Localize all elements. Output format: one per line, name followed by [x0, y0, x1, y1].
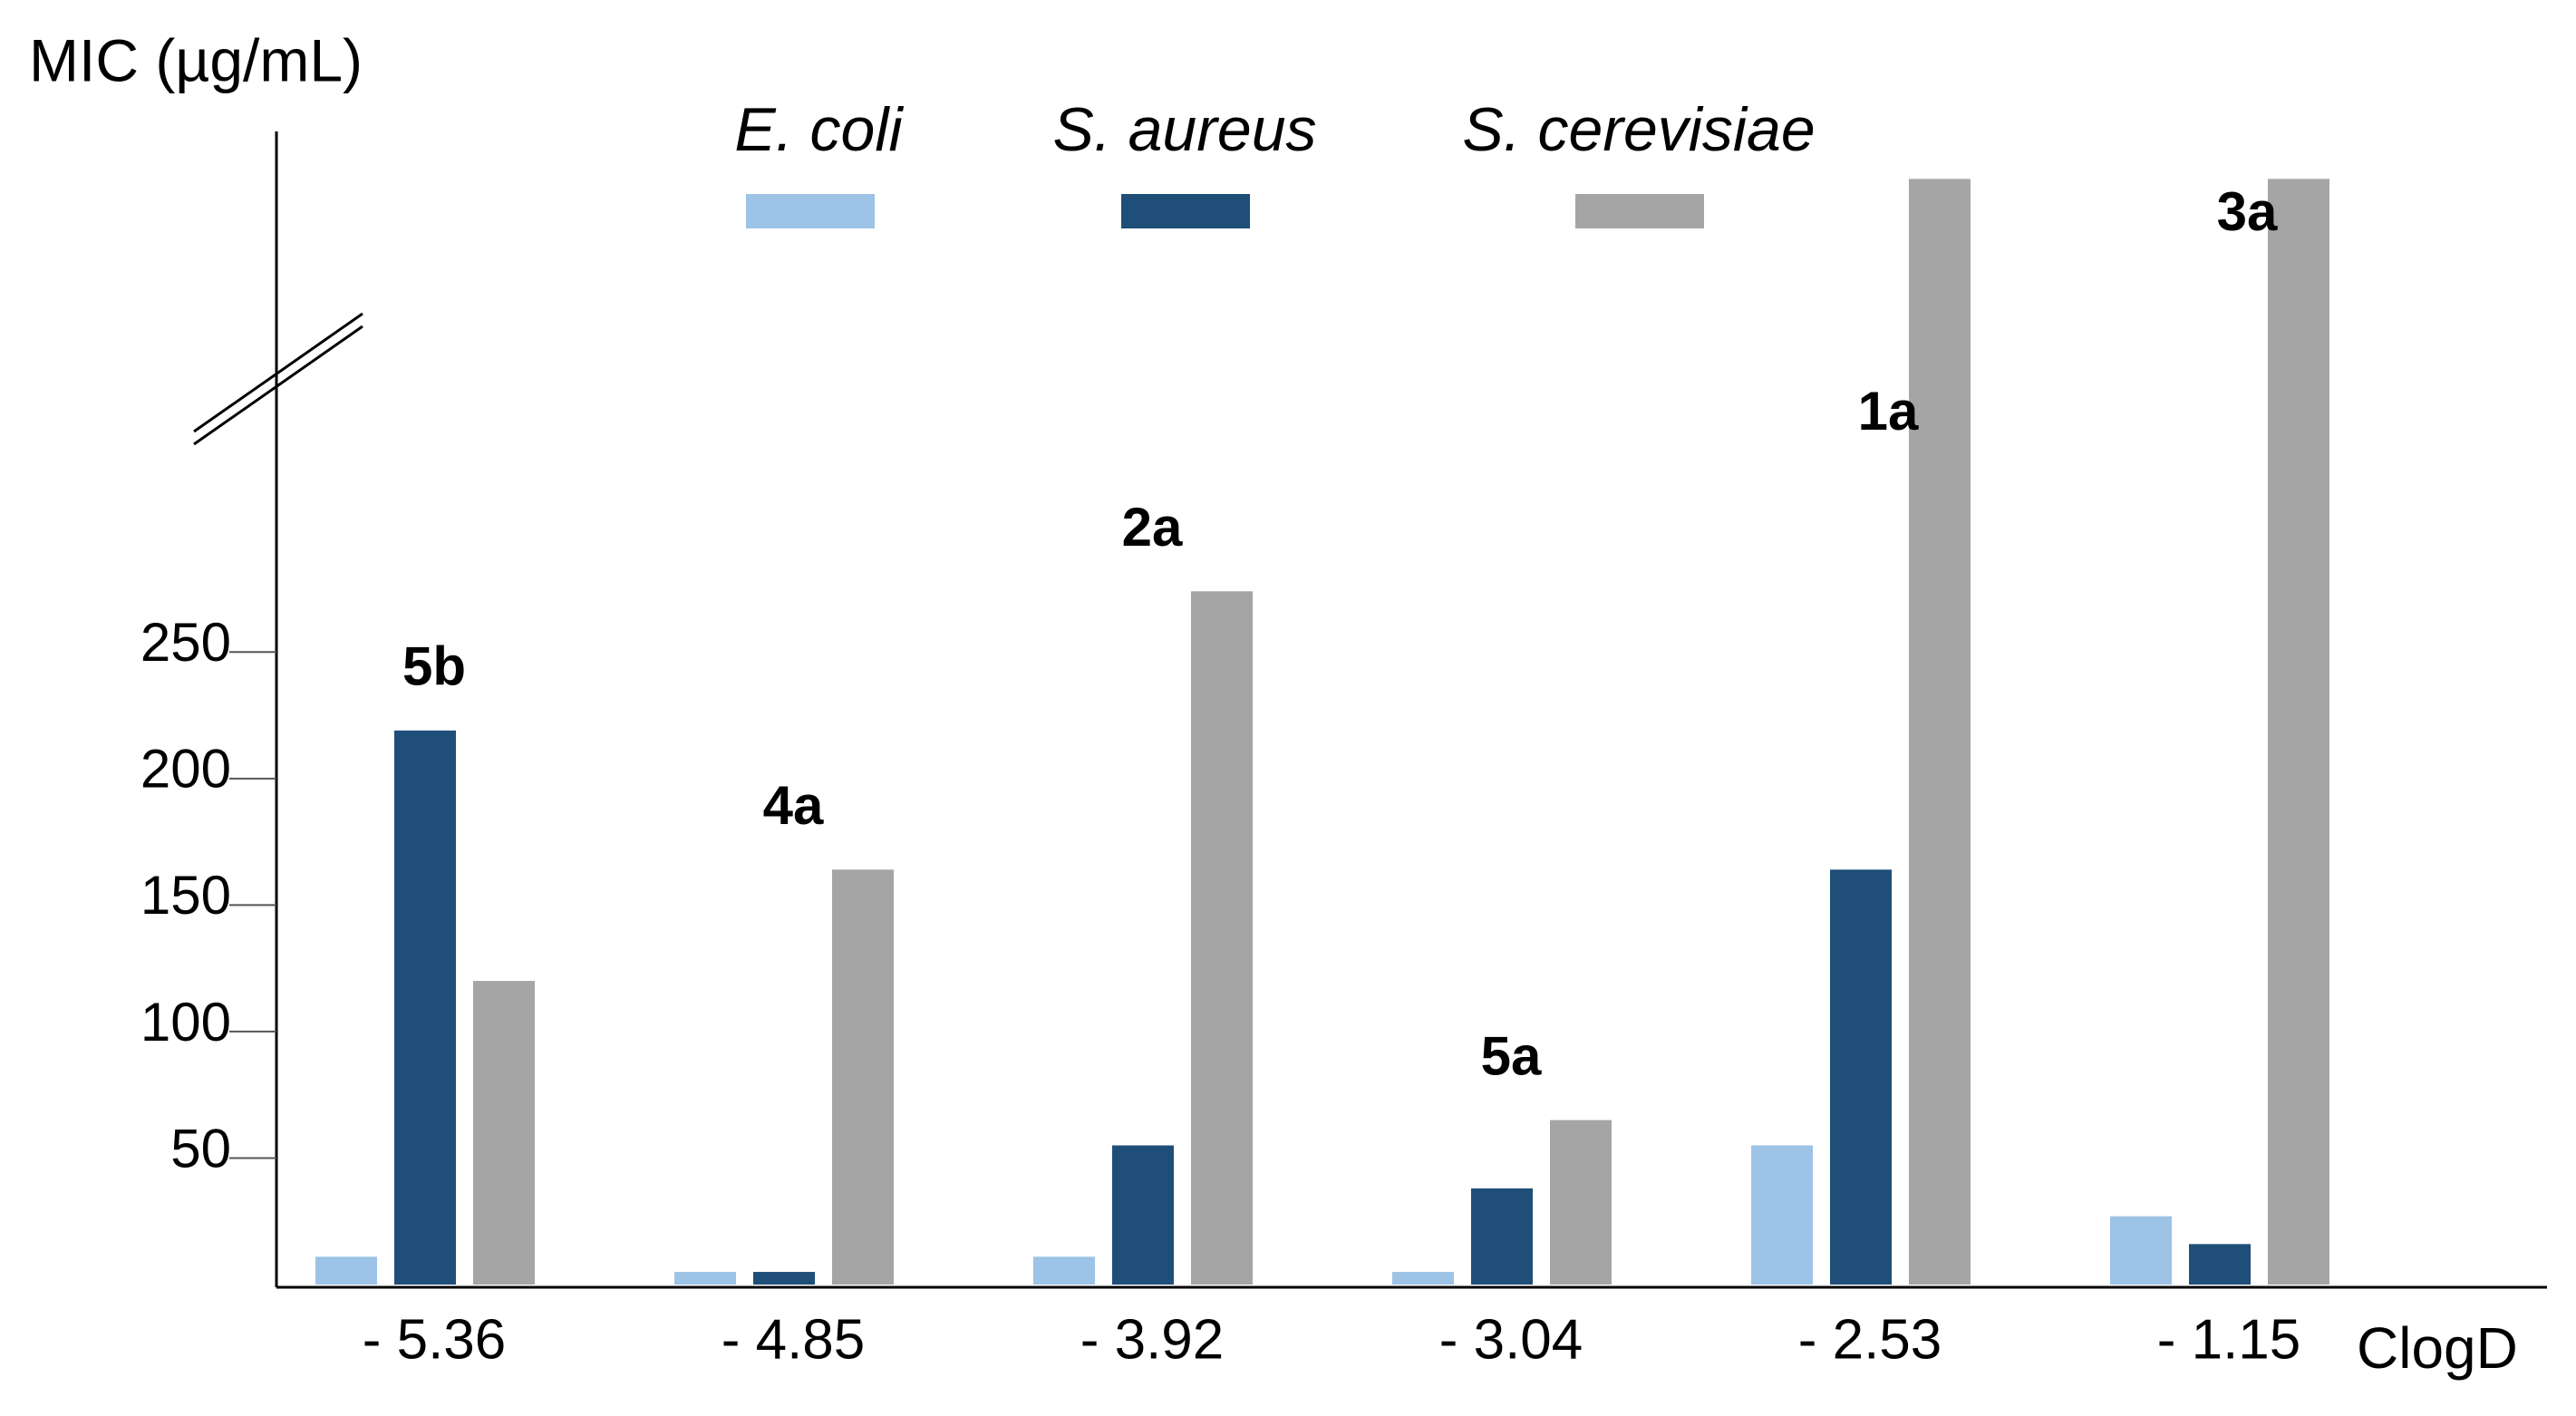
x-tick-label: - 3.04 [1439, 1308, 1583, 1371]
annotation: 4a [763, 775, 824, 836]
bar [1751, 1145, 1813, 1285]
bar [1033, 1256, 1095, 1285]
y-tick-label: 200 [140, 739, 231, 800]
annotation: 1a [1858, 381, 1919, 441]
y-axis-label: MIC (µg/mL) [29, 26, 363, 93]
y-tick-label: 100 [140, 992, 231, 1052]
bar [1550, 1120, 1612, 1285]
y-tick-label: 50 [170, 1118, 231, 1178]
y-tick-label: 250 [140, 612, 231, 673]
x-tick-label: - 4.85 [721, 1308, 866, 1371]
bar [315, 1256, 377, 1285]
bar [1830, 869, 1892, 1285]
annotation: 5a [1481, 1025, 1542, 1086]
bar [1191, 591, 1253, 1285]
bar [394, 730, 456, 1285]
x-axis-label: ClogD [2357, 1315, 2518, 1381]
x-tick-label: - 3.92 [1080, 1308, 1225, 1371]
annotation: 2a [1122, 497, 1183, 558]
annotation: 3a [2217, 181, 2278, 242]
axis-break [193, 325, 363, 446]
bar [674, 1272, 736, 1285]
x-tick-label: - 2.53 [1798, 1308, 1942, 1371]
x-tick-label: - 5.36 [363, 1308, 507, 1371]
bar [473, 981, 535, 1285]
annotation: 5b [402, 636, 466, 697]
legend-swatch [746, 194, 875, 228]
bar [2268, 179, 2329, 1285]
bar [1471, 1188, 1533, 1285]
bar [2110, 1216, 2172, 1285]
bar [832, 869, 894, 1285]
bar [1392, 1272, 1454, 1285]
axis-break [193, 312, 363, 433]
legend-label: S. cerevisiae [1462, 95, 1815, 164]
x-tick-label: - 1.15 [2157, 1308, 2301, 1371]
legend-label: S. aureus [1052, 95, 1316, 164]
bar [753, 1272, 815, 1285]
bar [2189, 1244, 2251, 1285]
legend-swatch [1575, 194, 1704, 228]
bar [1909, 179, 1971, 1285]
legend-label: E. coli [734, 95, 904, 164]
y-tick-label: 150 [140, 865, 231, 926]
bar [1112, 1145, 1174, 1285]
legend-swatch [1121, 194, 1250, 228]
